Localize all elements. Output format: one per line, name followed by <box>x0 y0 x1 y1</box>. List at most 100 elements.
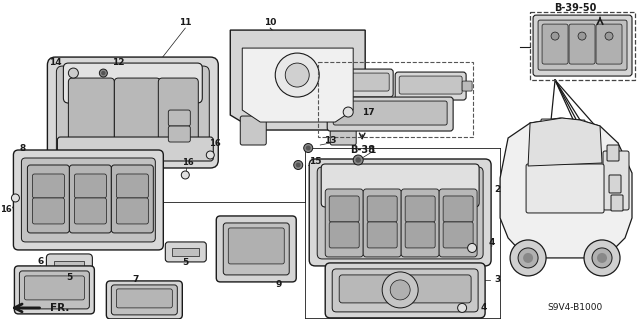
FancyBboxPatch shape <box>330 116 356 145</box>
Text: 15: 15 <box>309 158 321 167</box>
Polygon shape <box>230 30 365 130</box>
Text: 4: 4 <box>489 238 495 248</box>
FancyBboxPatch shape <box>46 254 92 278</box>
FancyBboxPatch shape <box>69 165 111 233</box>
Circle shape <box>353 155 363 165</box>
FancyBboxPatch shape <box>401 189 439 257</box>
FancyBboxPatch shape <box>405 222 435 248</box>
FancyBboxPatch shape <box>111 285 177 315</box>
Text: 17: 17 <box>362 108 374 116</box>
FancyBboxPatch shape <box>19 271 90 309</box>
FancyBboxPatch shape <box>74 198 106 224</box>
Circle shape <box>458 303 467 312</box>
Bar <box>172 248 199 256</box>
FancyBboxPatch shape <box>363 189 401 257</box>
Polygon shape <box>500 118 632 258</box>
FancyBboxPatch shape <box>116 289 172 308</box>
FancyBboxPatch shape <box>116 198 148 224</box>
Circle shape <box>285 63 309 87</box>
FancyBboxPatch shape <box>115 78 160 141</box>
FancyBboxPatch shape <box>569 120 585 128</box>
Circle shape <box>597 253 607 263</box>
FancyBboxPatch shape <box>569 24 595 64</box>
FancyBboxPatch shape <box>322 69 393 97</box>
Bar <box>54 261 84 271</box>
FancyBboxPatch shape <box>325 189 363 257</box>
Circle shape <box>510 240 546 276</box>
FancyBboxPatch shape <box>541 119 561 129</box>
Text: 1: 1 <box>369 145 375 154</box>
FancyBboxPatch shape <box>63 63 202 103</box>
FancyBboxPatch shape <box>74 174 106 198</box>
Text: 9: 9 <box>275 280 282 289</box>
Text: 16: 16 <box>182 159 194 167</box>
FancyBboxPatch shape <box>367 222 397 248</box>
FancyBboxPatch shape <box>33 198 65 224</box>
FancyBboxPatch shape <box>116 174 148 198</box>
Circle shape <box>68 68 78 78</box>
Text: 16: 16 <box>209 138 221 147</box>
Text: 16: 16 <box>0 205 12 214</box>
FancyBboxPatch shape <box>607 145 619 161</box>
FancyBboxPatch shape <box>158 78 198 141</box>
Text: S9V4-B1000: S9V4-B1000 <box>547 303 603 312</box>
FancyBboxPatch shape <box>327 97 453 131</box>
FancyBboxPatch shape <box>168 126 190 142</box>
Text: 11: 11 <box>179 18 191 26</box>
Text: 2: 2 <box>494 185 500 195</box>
FancyBboxPatch shape <box>526 164 604 213</box>
Text: FR.: FR. <box>51 303 70 313</box>
FancyBboxPatch shape <box>443 196 473 222</box>
FancyBboxPatch shape <box>111 165 154 233</box>
Text: 13: 13 <box>324 136 337 145</box>
Polygon shape <box>528 118 602 166</box>
FancyBboxPatch shape <box>321 81 332 91</box>
FancyBboxPatch shape <box>542 24 568 64</box>
Circle shape <box>355 157 361 163</box>
FancyBboxPatch shape <box>68 78 115 141</box>
FancyBboxPatch shape <box>333 101 447 125</box>
FancyBboxPatch shape <box>33 174 65 198</box>
FancyBboxPatch shape <box>325 263 485 318</box>
Circle shape <box>206 151 214 159</box>
FancyBboxPatch shape <box>329 222 359 248</box>
Circle shape <box>275 53 319 97</box>
Text: 8: 8 <box>19 144 26 152</box>
Circle shape <box>592 248 612 268</box>
FancyBboxPatch shape <box>538 20 627 70</box>
FancyBboxPatch shape <box>165 242 206 262</box>
FancyBboxPatch shape <box>56 66 209 158</box>
Circle shape <box>382 272 418 308</box>
Text: 7: 7 <box>132 275 138 285</box>
FancyBboxPatch shape <box>240 116 266 145</box>
FancyBboxPatch shape <box>405 196 435 222</box>
Circle shape <box>12 194 19 202</box>
FancyBboxPatch shape <box>439 189 477 257</box>
FancyBboxPatch shape <box>216 216 296 282</box>
Circle shape <box>584 240 620 276</box>
FancyBboxPatch shape <box>317 167 483 259</box>
Circle shape <box>181 171 189 179</box>
FancyBboxPatch shape <box>21 158 156 242</box>
Text: B-39-50: B-39-50 <box>554 3 596 13</box>
FancyBboxPatch shape <box>228 228 284 264</box>
Circle shape <box>605 32 613 40</box>
FancyBboxPatch shape <box>13 150 163 250</box>
Circle shape <box>578 32 586 40</box>
FancyBboxPatch shape <box>609 175 621 193</box>
FancyBboxPatch shape <box>533 15 632 76</box>
Text: 14: 14 <box>49 57 61 67</box>
Circle shape <box>551 32 559 40</box>
FancyBboxPatch shape <box>24 276 84 300</box>
FancyBboxPatch shape <box>611 195 623 211</box>
FancyBboxPatch shape <box>223 223 289 275</box>
Text: 5: 5 <box>67 273 72 282</box>
FancyBboxPatch shape <box>28 165 69 233</box>
FancyBboxPatch shape <box>332 269 478 312</box>
Bar <box>530 12 635 80</box>
Text: 5: 5 <box>182 258 188 267</box>
Text: 3: 3 <box>494 275 500 285</box>
Polygon shape <box>243 48 353 122</box>
Text: 4: 4 <box>481 303 487 312</box>
FancyBboxPatch shape <box>58 137 213 161</box>
